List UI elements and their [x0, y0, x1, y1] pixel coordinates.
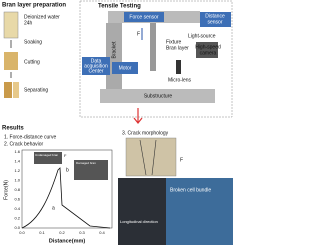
result-item: 1. Force-distance curve	[4, 134, 56, 140]
center-label: Data	[91, 58, 102, 64]
force-sensor	[124, 12, 164, 22]
y-tick-label: 0.8	[14, 187, 20, 192]
inset-label: Undamaged bran	[35, 153, 59, 157]
y-tick-label: 0.6	[14, 197, 20, 202]
camera-label: High-speed	[195, 44, 221, 50]
water-time: 24h	[24, 20, 33, 26]
result-item: 2. Crack behavior	[4, 141, 44, 147]
image-force: F	[180, 157, 183, 163]
point-label: a	[52, 205, 55, 211]
y-tick-label: 1.2	[14, 168, 20, 173]
distance-sensor	[200, 12, 231, 27]
light-label: Light-source	[188, 33, 216, 39]
data-center	[82, 57, 110, 75]
base-label: Substructure	[144, 93, 173, 99]
y-tick-label: 1.6	[14, 149, 20, 154]
point-label: b	[66, 167, 69, 173]
bran-piece	[4, 82, 12, 98]
base	[100, 89, 215, 103]
crack	[139, 139, 157, 176]
beaker	[3, 11, 19, 39]
inset-label: Damaged bran	[76, 161, 96, 165]
water: Deionized water	[24, 14, 60, 20]
x-tick-label: 0.4	[99, 230, 105, 235]
x-tick-label: 0.0	[19, 230, 25, 235]
x-tick-label: 0.3	[79, 230, 85, 235]
figure: Bran layer preparation Deionized water 2…	[2, 0, 233, 245]
plot	[21, 149, 113, 229]
lens	[176, 60, 181, 74]
distance-label: Distance	[205, 13, 225, 19]
y-axis-label: Force(N)	[3, 180, 9, 200]
direction-label: Longitudinal direction	[120, 219, 158, 224]
x-tick-label: 0.2	[59, 230, 65, 235]
y-tick-label: 1.4	[14, 159, 20, 164]
camera-label: camera	[200, 50, 217, 56]
lens-label: Micro-lens	[168, 77, 192, 83]
bran-piece	[13, 82, 19, 98]
kernel	[4, 52, 18, 70]
motor	[112, 62, 138, 74]
center-label: acquisition	[84, 63, 108, 69]
y-tick-label: 0.4	[14, 206, 20, 211]
sem-image	[118, 178, 166, 245]
y-tick-label: 0.0	[14, 225, 20, 230]
camera	[196, 42, 218, 58]
results-title: Results	[2, 126, 24, 132]
flow-arrow	[133, 108, 143, 124]
rod	[150, 23, 156, 71]
bracket-label: Bracket	[111, 41, 117, 59]
fixture-label: Fixture	[166, 39, 182, 45]
step: Cutting	[24, 59, 40, 65]
force-sensor-label: Force sensor	[129, 14, 159, 20]
inset	[34, 152, 62, 164]
x-axis-label: Distance(mm)	[49, 238, 86, 244]
bran-label: Bran layer	[166, 45, 189, 51]
inset-force: F	[64, 153, 67, 158]
panel-border	[79, 0, 233, 118]
micro-image	[125, 137, 177, 177]
blue-image	[166, 178, 233, 245]
curve	[21, 167, 111, 229]
y-tick-label: 0.2	[14, 216, 20, 221]
step: Separating	[24, 87, 48, 93]
step: Soaking	[24, 39, 42, 45]
motor-label: Motor	[119, 65, 132, 71]
y-tick-label: 1.0	[14, 178, 20, 183]
prep-title: Bran layer preparation	[2, 3, 66, 9]
x-tick-label: 0.1	[39, 230, 45, 235]
plot-frame	[21, 149, 113, 229]
tensile-title: Tensile Testing	[98, 4, 141, 10]
distance-label: sensor	[207, 19, 222, 25]
center-label: Center	[88, 68, 103, 74]
broken-label: Broken cell bundle	[170, 187, 211, 193]
force-label: F	[137, 31, 140, 37]
morph-title: 3. Crack morphology	[122, 130, 169, 136]
inset	[74, 160, 108, 180]
